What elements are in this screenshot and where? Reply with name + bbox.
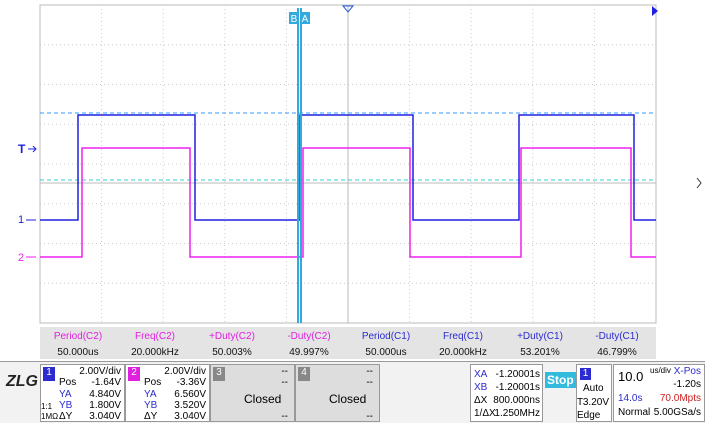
cursor-b-tag (289, 12, 299, 24)
trigger-arrow (28, 145, 37, 153)
grid (40, 5, 656, 323)
measurement-value: 53.201% (520, 347, 560, 358)
ch3-scale: -- (281, 366, 288, 377)
ch4-scale: -- (366, 366, 373, 377)
trigger-type: Edge (577, 410, 601, 421)
ch1-pos: -1.64V (91, 377, 121, 388)
ch1-scale: 2.00V/div (79, 366, 121, 377)
measurement-name: -Duty(C2) (287, 331, 330, 342)
ch3-pos: -- (281, 377, 288, 388)
trigger-level-label: T (577, 397, 584, 408)
xpos-label: X-Pos (673, 366, 701, 377)
measurement-name: -Duty(C1) (595, 331, 638, 342)
ch1-dy: 3.040V (89, 411, 121, 422)
cursor-value: 1.250MHz (494, 408, 540, 419)
timebase-panel[interactable]: 10.0 us/div X-Pos -1.20s 14.0s 70.0Mpts … (613, 364, 705, 422)
ch2-pos: -3.36V (176, 377, 206, 388)
side-panel-toggle[interactable] (696, 177, 702, 189)
measurement-value: 20.000kHz (131, 347, 179, 358)
ch2-waveform (40, 147, 656, 258)
ch1-yb: 1.800V (89, 400, 121, 411)
measurement-name: Period(C1) (362, 331, 410, 342)
measurement-name: +Duty(C2) (209, 331, 255, 342)
ch3-number: 3 (213, 367, 225, 381)
xpos: -1.20s (673, 379, 701, 390)
measurement-value: 50.000us (57, 347, 98, 358)
waveform-area: B A T 1 2 Period(C2) 50.000us Freq(C2) 20.0… (18, 4, 702, 359)
measurements: Period(C2) 50.000us Freq(C2) 20.000kHz +Duty… (54, 331, 639, 358)
cursor-a-label: A (302, 14, 309, 25)
ch4-number: 4 (298, 367, 310, 381)
status-panel: ZLG 1 2.00V/div Pos -1.64V YA 4.840V YB … (0, 361, 705, 423)
record-length: 14.0s (618, 393, 643, 404)
ch2-scale: 2.00V/div (164, 366, 206, 377)
timebase-scale: 10.0 (618, 369, 644, 384)
cursor-value: 800.000ns (493, 395, 540, 406)
timebase-unit: us/div (650, 366, 671, 375)
cursor-label: 1/ΔX (474, 408, 496, 419)
measurement-band (40, 327, 656, 359)
measurement-value: 50.003% (212, 347, 252, 358)
ch1-ya-label: YA (59, 389, 72, 400)
acquire-mode: Normal (618, 407, 651, 418)
ch2-dy: 3.040V (174, 411, 206, 422)
ch2-yb-label: YB (144, 400, 158, 411)
ch2-marker: 2 (18, 252, 24, 264)
ch1-impedance: 1MΩ (41, 412, 59, 421)
ch3-status: Closed (244, 392, 282, 406)
ch2-dy-label: ΔY (144, 411, 158, 422)
ch1-panel[interactable]: 1 2.00V/div Pos -1.64V YA 4.840V YB 1.80… (40, 364, 125, 422)
ch2-pos-label: Pos (144, 377, 162, 388)
sample-rate: 5.00GSa/s (653, 407, 701, 418)
cursor-value: -1.20001s (495, 382, 540, 393)
ch1-number: 1 (43, 367, 55, 381)
trigger-mode: Auto (583, 383, 604, 394)
logo: ZLG (6, 373, 38, 390)
ch2-yb: 3.520V (174, 400, 206, 411)
ch3-dy: -- (281, 411, 288, 422)
ch1-waveform (40, 114, 656, 221)
cursor-value: -1.20001s (495, 369, 540, 380)
trigger-level: 3.20V (582, 397, 609, 408)
ch1-dy-label: ΔY (59, 411, 73, 422)
measurement-name: Period(C2) (54, 331, 102, 342)
ch3-panel[interactable]: 3 -- -- Closed -- (210, 364, 295, 422)
measurement-name: Freq(C1) (443, 331, 483, 342)
cursor-label: ΔX (474, 395, 488, 406)
measurement-value: 49.997% (289, 347, 329, 358)
ch2-number: 2 (128, 367, 140, 381)
ch1-ya: 4.840V (89, 389, 121, 400)
ch1-probe: 1:1 (41, 402, 53, 411)
cursor-panel[interactable]: XA -1.20001s XB -1.20001s ΔX 800.000ns 1… (470, 364, 543, 422)
ch2-ya: 6.560V (174, 389, 206, 400)
ch1-pos-label: Pos (59, 377, 77, 388)
cursor-label: XA (474, 369, 488, 380)
ch1-marker: 1 (18, 214, 24, 226)
measurement-name: +Duty(C1) (517, 331, 563, 342)
trigger-panel[interactable]: 1 Auto T 3.20V Edge (576, 364, 612, 422)
measurement-value: 46.799% (597, 347, 637, 358)
ch4-panel[interactable]: 4 -- -- Closed -- (295, 364, 380, 422)
trigger-position-marker (341, 5, 355, 13)
measurement-value: 50.000us (365, 347, 406, 358)
ch1-yb-label: YB (59, 400, 73, 411)
right-overflow-marker (652, 6, 658, 16)
trigger-marker: T (18, 142, 26, 156)
trigger-source: 1 (580, 368, 591, 380)
ch4-status: Closed (329, 392, 367, 406)
ch4-pos: -- (366, 377, 373, 388)
ch2-ya-label: YA (144, 389, 157, 400)
ch4-dy: -- (366, 411, 373, 422)
cursor-a-tag (300, 12, 310, 24)
ch2-panel[interactable]: 2 2.00V/div Pos -3.36V YA 6.560V YB 3.52… (125, 364, 210, 422)
cursor-b-label: B (291, 14, 298, 25)
cursor-label: XB (474, 382, 488, 393)
measurement-name: Freq(C2) (135, 331, 175, 342)
memory-depth: 70.0Mpts (659, 393, 701, 404)
run-state-button[interactable]: Stop (545, 372, 576, 388)
measurement-value: 20.000kHz (439, 347, 487, 358)
